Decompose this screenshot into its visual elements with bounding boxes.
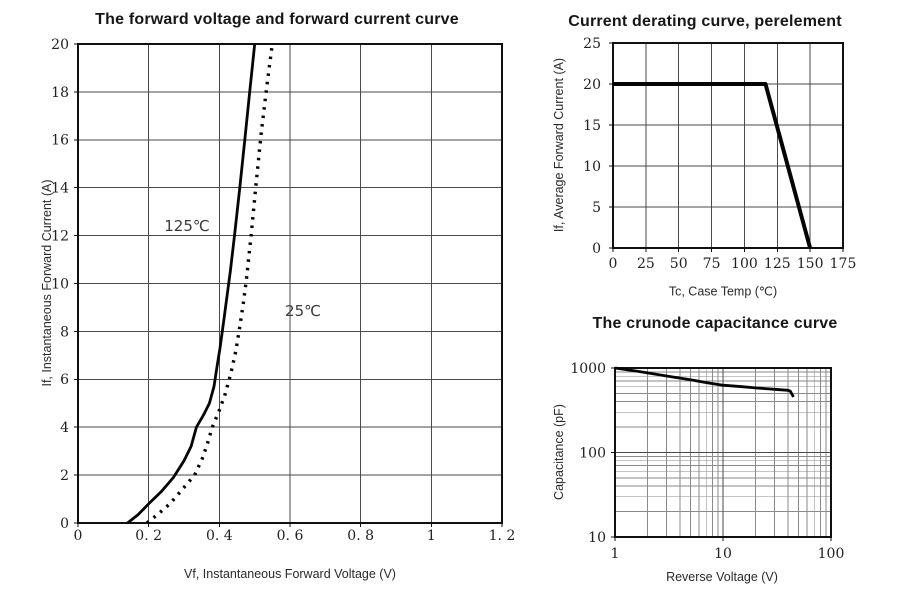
svg-text:25: 25 [637,256,655,272]
svg-text:10: 10 [588,530,606,546]
svg-text:25: 25 [583,36,601,52]
series-curves [126,43,274,524]
svg-text:50: 50 [670,256,688,272]
capacitance-plot: 1 10 100 10 100 1000 [570,361,844,562]
svg-text:5: 5 [592,200,601,216]
svg-text:12: 12 [51,229,69,245]
series-label-125c: 125℃ [164,217,210,235]
svg-text:0: 0 [592,241,601,257]
grid-major [612,42,844,249]
current-derating-chart-title: Current derating curve, perelement [568,13,842,30]
svg-text:150: 150 [797,256,824,272]
forward-vi-x-axis-label: Vf, Instantaneous Forward Voltage (V) [184,567,396,581]
svg-text:4: 4 [60,420,69,436]
svg-text:1: 1 [427,528,436,544]
svg-text:1. 2: 1. 2 [489,528,516,544]
plot-frame [612,42,844,249]
tick-labels: 0 0. 2 0. 4 0. 6 0. 8 1 1. 2 0 2 4 6 8 10 12 14 16 18 20 [51,37,515,544]
series-curves [614,366,795,398]
svg-text:75: 75 [703,256,721,272]
svg-text:8: 8 [60,324,69,340]
forward-vi-chart: The forward voltage and forward current … [40,11,515,581]
curve-125℃ [126,43,257,524]
svg-text:125: 125 [764,256,791,272]
svg-text:100: 100 [579,445,606,461]
svg-text:0: 0 [609,256,618,272]
series-curves [613,82,813,249]
svg-text:175: 175 [830,256,857,272]
current-derating-x-axis-label: Tc, Case Temp (℃) [668,284,778,299]
svg-text:15: 15 [583,118,601,134]
tick-labels: 0 25 50 75 100 125 150 175 0 5 10 15 20 25 [583,36,856,272]
capacitance-chart-title: The crunode capacitance curve [592,315,838,332]
capacitance-x-axis-label: Reverse Voltage (V) [666,570,778,584]
svg-text:0. 2: 0. 2 [135,528,162,544]
svg-text:0. 8: 0. 8 [347,528,374,544]
grid-major [77,43,503,524]
capacitance-chart: The crunode capacitance curve Capacitanc… [535,310,900,597]
svg-text:0. 4: 0. 4 [206,528,233,544]
curve-series-0 [613,82,813,249]
svg-text:10: 10 [51,276,69,292]
curve-25℃ [145,43,274,524]
tick-marks [609,42,844,252]
svg-text:0: 0 [60,516,69,532]
curve-series-0 [614,366,795,398]
forward-vi-chart-title: The forward voltage and forward current … [95,11,459,28]
svg-text:14: 14 [51,181,69,197]
series-label-25c: 25℃ [285,302,321,320]
svg-text:1000: 1000 [570,361,606,377]
current-derating-plot: 0 25 50 75 100 125 150 175 0 5 10 15 20 25 [583,36,856,272]
svg-text:100: 100 [731,256,758,272]
svg-text:0. 6: 0. 6 [277,528,304,544]
svg-text:2: 2 [60,468,69,484]
svg-text:10: 10 [583,159,601,175]
tick-marks [611,367,832,541]
svg-text:20: 20 [51,37,69,53]
current-derating-chart: Current derating curve, perelement If, A… [535,0,900,310]
svg-text:0: 0 [74,528,83,544]
svg-text:100: 100 [818,546,845,562]
tick-marks [74,43,503,527]
svg-text:16: 16 [51,133,69,149]
svg-text:20: 20 [583,77,601,93]
svg-text:6: 6 [60,372,69,388]
forward-vi-plot: 0 0. 2 0. 4 0. 6 0. 8 1 1. 2 0 2 4 6 8 10 12 14 16 18 20 [51,37,515,544]
svg-text:18: 18 [51,85,69,101]
tick-labels: 1 10 100 10 100 1000 [570,361,844,562]
svg-text:1: 1 [611,546,620,562]
svg-text:10: 10 [714,546,732,562]
